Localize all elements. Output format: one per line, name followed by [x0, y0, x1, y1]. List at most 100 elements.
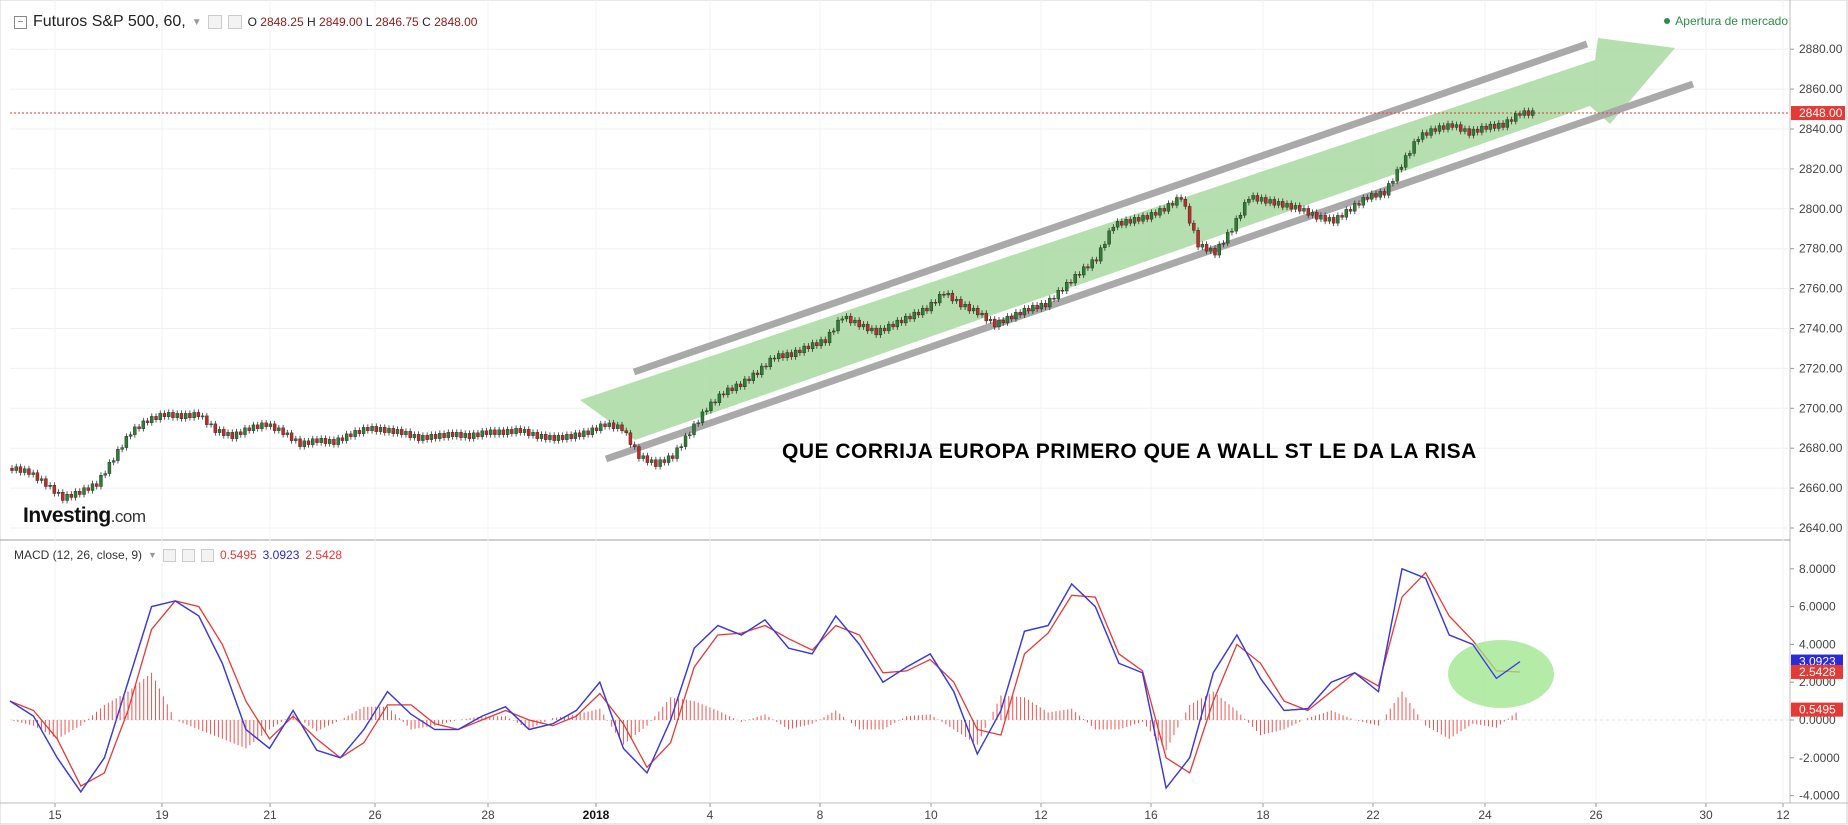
candle[interactable]	[488, 429, 493, 435]
candle[interactable]	[1323, 215, 1327, 222]
candle[interactable]	[785, 352, 789, 359]
candle[interactable]	[162, 413, 167, 417]
candle[interactable]	[1035, 304, 1039, 310]
candle[interactable]	[23, 468, 27, 473]
candle[interactable]	[1518, 113, 1522, 116]
candle[interactable]	[1276, 201, 1281, 206]
candle[interactable]	[493, 429, 497, 435]
candle[interactable]	[1200, 244, 1205, 248]
candle[interactable]	[1302, 208, 1306, 212]
candle[interactable]	[1319, 215, 1323, 220]
candle[interactable]	[861, 323, 866, 328]
candle[interactable]	[1497, 122, 1501, 129]
candle[interactable]	[1488, 123, 1493, 130]
candle[interactable]	[1247, 199, 1251, 203]
candle[interactable]	[764, 365, 768, 368]
candle[interactable]	[1408, 153, 1412, 156]
candle[interactable]	[1094, 259, 1099, 262]
candle[interactable]	[734, 383, 739, 391]
candle[interactable]	[552, 435, 556, 441]
candle[interactable]	[1526, 110, 1531, 116]
candle[interactable]	[730, 387, 734, 391]
candle[interactable]	[645, 455, 650, 463]
candle[interactable]	[692, 423, 696, 435]
candle[interactable]	[1293, 205, 1298, 210]
candle[interactable]	[86, 487, 90, 491]
candle[interactable]	[1353, 203, 1357, 212]
candle[interactable]	[145, 420, 150, 423]
candle[interactable]	[128, 434, 133, 437]
candle[interactable]	[539, 434, 544, 439]
candle[interactable]	[1234, 218, 1238, 232]
candle[interactable]	[1213, 248, 1217, 256]
candle[interactable]	[433, 434, 438, 439]
candle[interactable]	[1073, 274, 1077, 284]
candle[interactable]	[654, 459, 658, 467]
candle[interactable]	[632, 444, 637, 448]
candle[interactable]	[260, 422, 264, 429]
candle[interactable]	[1175, 197, 1179, 206]
candle[interactable]	[569, 434, 573, 439]
macd-line-overlay[interactable]	[9, 567, 1521, 793]
candle[interactable]	[95, 483, 99, 487]
candle[interactable]	[158, 413, 162, 420]
candle[interactable]	[527, 429, 531, 436]
candle[interactable]	[1204, 244, 1209, 252]
candle[interactable]	[1022, 307, 1027, 316]
candle[interactable]	[823, 339, 828, 344]
candle[interactable]	[1454, 124, 1459, 128]
candle[interactable]	[1272, 199, 1277, 206]
candle[interactable]	[1077, 274, 1082, 276]
candle[interactable]	[1145, 215, 1149, 220]
candle[interactable]	[849, 315, 853, 324]
candle[interactable]	[925, 307, 929, 312]
candle[interactable]	[1509, 119, 1514, 122]
candle[interactable]	[209, 423, 213, 426]
candle[interactable]	[895, 319, 900, 328]
candle[interactable]	[111, 460, 116, 463]
candle[interactable]	[277, 427, 281, 431]
candle[interactable]	[52, 485, 57, 494]
candle[interactable]	[514, 428, 518, 434]
candle[interactable]	[891, 323, 895, 328]
candle[interactable]	[967, 303, 972, 312]
candle[interactable]	[1458, 124, 1463, 132]
candle[interactable]	[853, 319, 857, 324]
candle[interactable]	[857, 319, 861, 328]
candle[interactable]	[472, 432, 476, 439]
candle[interactable]	[510, 429, 514, 434]
candle[interactable]	[1501, 122, 1505, 128]
candle[interactable]	[1336, 215, 1340, 224]
candle[interactable]	[1433, 128, 1437, 132]
candle[interactable]	[1268, 199, 1272, 204]
candle[interactable]	[1395, 169, 1399, 182]
candle[interactable]	[217, 429, 222, 433]
candle[interactable]	[565, 434, 569, 440]
candle[interactable]	[1001, 319, 1005, 324]
candle[interactable]	[781, 353, 785, 359]
candle[interactable]	[501, 429, 506, 435]
candle[interactable]	[484, 430, 489, 435]
candle[interactable]	[1251, 195, 1255, 200]
candle[interactable]	[353, 430, 357, 437]
candle[interactable]	[755, 372, 760, 375]
candle[interactable]	[1086, 266, 1090, 269]
candle[interactable]	[1471, 128, 1476, 136]
candle[interactable]	[366, 427, 370, 431]
candle[interactable]	[535, 432, 539, 439]
candle[interactable]	[840, 318, 844, 321]
candle[interactable]	[285, 432, 290, 435]
candle[interactable]	[738, 383, 743, 387]
candle[interactable]	[1162, 208, 1166, 212]
candle[interactable]	[1344, 209, 1349, 218]
candle[interactable]	[1437, 125, 1442, 132]
candle[interactable]	[14, 466, 18, 471]
candle[interactable]	[450, 432, 455, 437]
candle[interactable]	[1348, 209, 1353, 212]
candle[interactable]	[213, 423, 218, 433]
candle[interactable]	[1425, 132, 1429, 136]
candle[interactable]	[1386, 183, 1391, 196]
candle[interactable]	[865, 323, 870, 332]
candle[interactable]	[1221, 242, 1226, 245]
candle[interactable]	[425, 435, 429, 440]
